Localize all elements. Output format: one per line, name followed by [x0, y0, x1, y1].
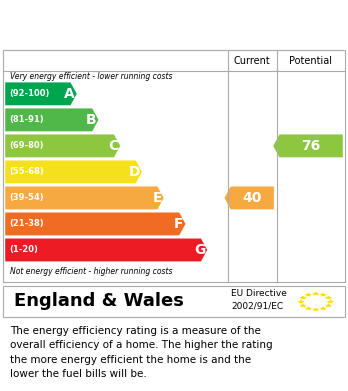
Text: Not energy efficient - higher running costs: Not energy efficient - higher running co… — [10, 267, 173, 276]
Text: E: E — [152, 191, 162, 205]
Text: C: C — [108, 139, 118, 153]
Text: Energy Efficiency Rating: Energy Efficiency Rating — [10, 16, 232, 32]
Polygon shape — [5, 239, 207, 262]
Polygon shape — [319, 292, 327, 297]
Polygon shape — [304, 306, 313, 310]
Text: (21-38): (21-38) — [9, 219, 44, 228]
Polygon shape — [5, 160, 142, 183]
Text: A: A — [64, 87, 75, 101]
Polygon shape — [5, 187, 164, 209]
Text: (69-80): (69-80) — [9, 142, 44, 151]
Text: Current: Current — [234, 56, 271, 66]
Polygon shape — [299, 296, 307, 300]
Polygon shape — [325, 296, 333, 300]
Text: (92-100): (92-100) — [9, 89, 50, 99]
Text: (81-91): (81-91) — [9, 115, 44, 124]
Text: The energy efficiency rating is a measure of the
overall efficiency of a home. T: The energy efficiency rating is a measur… — [10, 326, 273, 379]
Polygon shape — [5, 212, 185, 235]
Polygon shape — [5, 135, 120, 157]
Text: (1-20): (1-20) — [9, 246, 38, 255]
Text: F: F — [174, 217, 184, 231]
Text: Potential: Potential — [289, 56, 332, 66]
Text: D: D — [129, 165, 140, 179]
Polygon shape — [273, 135, 343, 157]
Text: 40: 40 — [243, 191, 262, 205]
Polygon shape — [304, 292, 313, 297]
Text: G: G — [194, 243, 205, 257]
Text: (55-68): (55-68) — [9, 167, 44, 176]
Polygon shape — [326, 300, 334, 303]
Polygon shape — [299, 303, 307, 307]
Polygon shape — [5, 108, 98, 131]
Text: B: B — [86, 113, 97, 127]
Text: (39-54): (39-54) — [9, 194, 44, 203]
Polygon shape — [297, 300, 305, 303]
Text: EU Directive
2002/91/EC: EU Directive 2002/91/EC — [231, 289, 287, 311]
Polygon shape — [5, 83, 77, 105]
Polygon shape — [325, 303, 333, 307]
Polygon shape — [312, 291, 320, 296]
Text: Very energy efficient - lower running costs: Very energy efficient - lower running co… — [10, 72, 173, 81]
Polygon shape — [319, 306, 327, 310]
Text: 76: 76 — [301, 139, 321, 153]
Polygon shape — [224, 187, 274, 209]
Polygon shape — [312, 307, 320, 311]
Text: England & Wales: England & Wales — [14, 292, 184, 310]
